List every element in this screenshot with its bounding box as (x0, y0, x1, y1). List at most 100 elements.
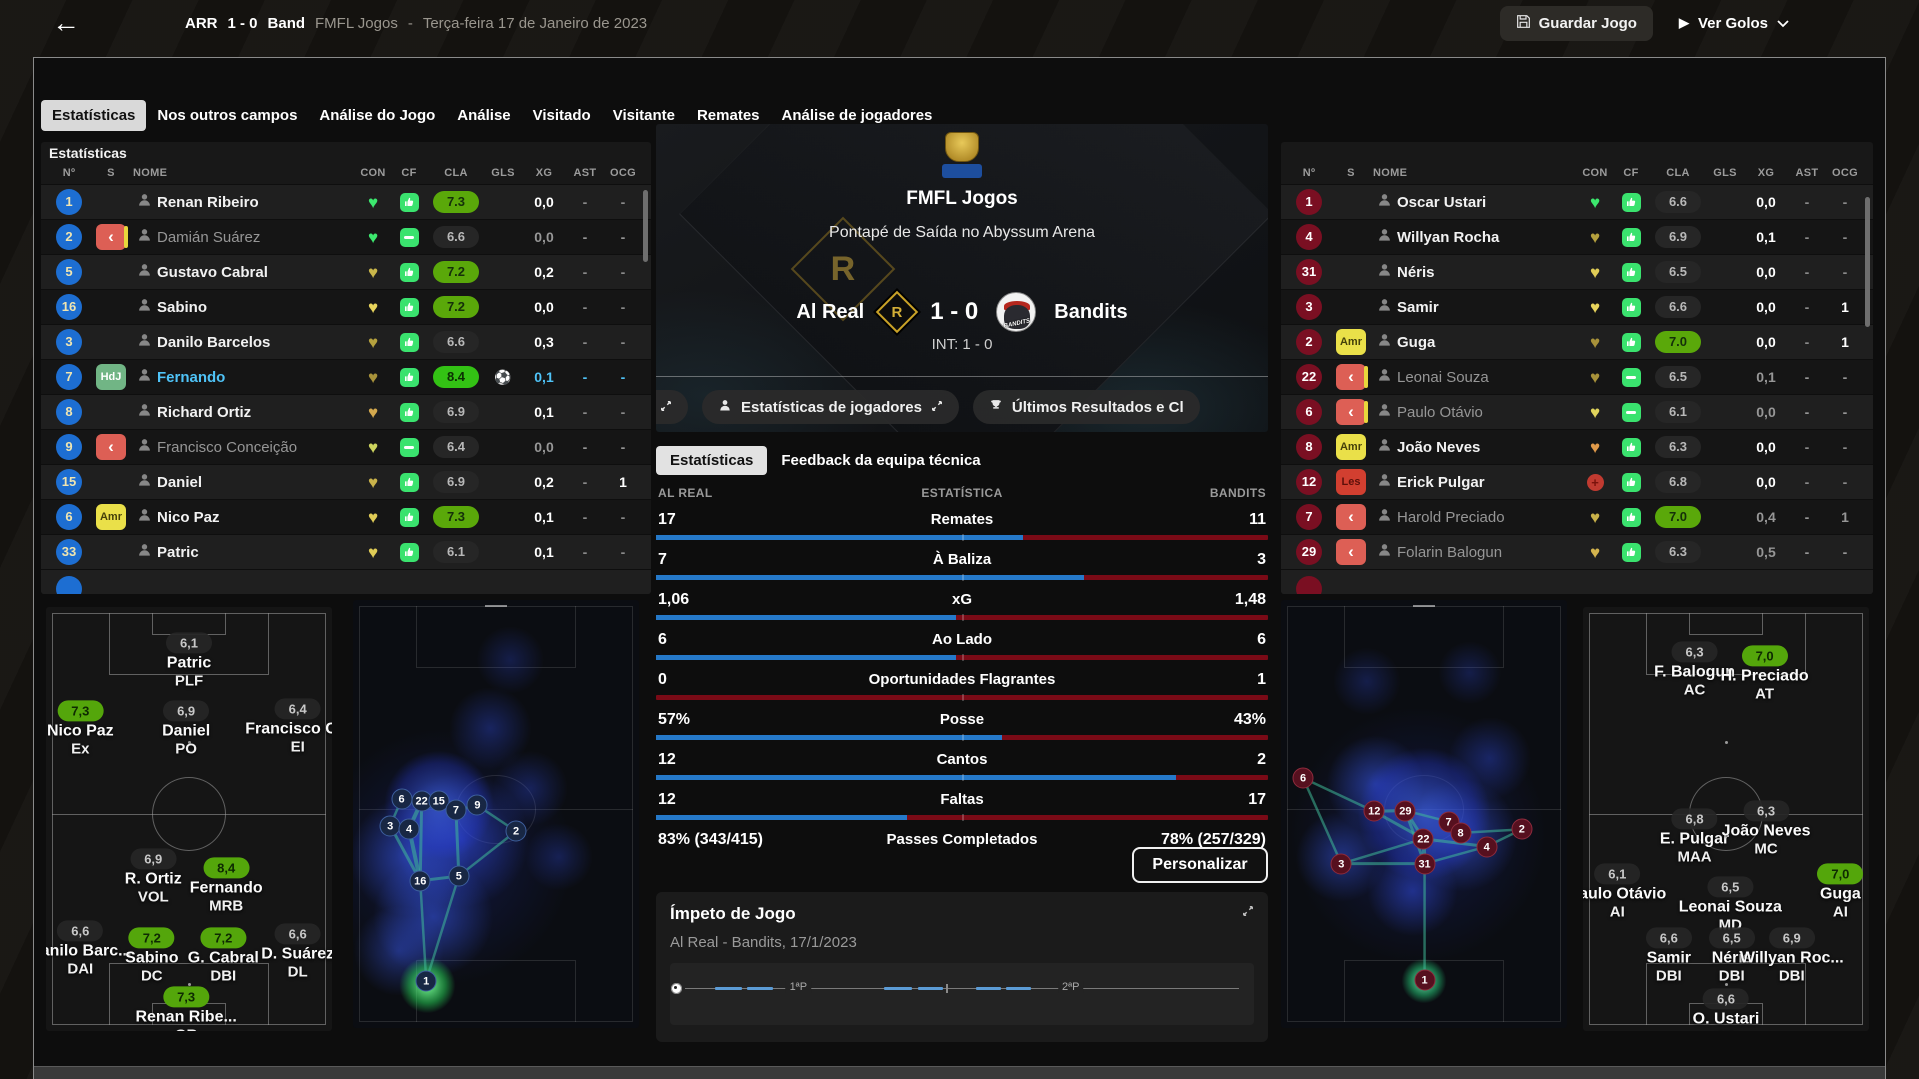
player-name[interactable]: Daniel (157, 473, 203, 491)
network-node[interactable]: 8 (1450, 822, 1472, 844)
formation-player[interactable]: 6,5 Néris DBI (1708, 927, 1755, 984)
view-goals-button[interactable]: ▶ Ver Golos (1679, 15, 1789, 32)
network-node[interactable]: 6 (1292, 767, 1314, 789)
player-row[interactable]: 8 Amr João Neves ♥ 6.3 0,0 - - (1281, 429, 1873, 464)
network-node[interactable]: 5 (448, 865, 470, 887)
formation-player[interactable]: 7,2 Sabino DC (125, 927, 178, 984)
player-row[interactable]: 16 Sabino ♥ 7.2 0,0 - - (41, 289, 651, 324)
player-row[interactable]: 2 ‹ Damián Suárez ♥ 6.6 0,0 - - (41, 219, 651, 254)
player-name[interactable]: Samir (1397, 298, 1439, 316)
personalize-button[interactable]: Personalizar (1132, 847, 1268, 883)
player-name[interactable]: Harold Preciado (1397, 508, 1505, 526)
player-name[interactable]: Danilo Barcelos (157, 333, 271, 351)
player-row[interactable]: 33 Patric ♥ 6.1 0,1 - - (41, 534, 651, 569)
player-name[interactable]: Richard Ortiz (157, 403, 252, 421)
player-row[interactable]: 9 ‹ Francisco Conceição ♥ 6.4 0,0 - - (41, 429, 651, 464)
network-node[interactable]: 22 (1412, 828, 1434, 850)
formation-player[interactable]: 6,3 João Neves MC (1722, 799, 1811, 857)
save-game-button[interactable]: Guardar Jogo (1499, 5, 1653, 41)
player-row[interactable]: 6 ‹ Paulo Otávio ♥ 6.1 0,0 - - (1281, 394, 1873, 429)
player-row[interactable]: 3 Danilo Barcelos ♥ 6.6 0,3 - - (41, 324, 651, 359)
player-row[interactable]: 7 ‹ Harold Preciado ♥ 7.0 0,4 - 1 (1281, 499, 1873, 534)
player-name[interactable]: Damián Suárez (157, 228, 261, 246)
network-node[interactable]: 31 (1414, 853, 1436, 875)
network-node[interactable]: 2 (1511, 818, 1533, 840)
player-row[interactable]: 29 ‹ Folarin Balogun ♥ 6.3 0,5 - - (1281, 534, 1873, 569)
player-row[interactable]: 6 Amr Nico Paz ♥ 7.3 0,1 - - (41, 499, 651, 534)
formation-player[interactable]: 7,0 H. Preciado AT (1721, 645, 1809, 702)
back-icon[interactable]: ← (52, 7, 80, 38)
quick-link-últimos-resultados-e-cl[interactable]: Últimos Resultados e Cl (972, 390, 1200, 424)
tab-visitado[interactable]: Visitado (532, 106, 591, 124)
player-name[interactable]: Néris (1397, 263, 1435, 281)
network-node[interactable]: 4 (1476, 836, 1498, 858)
formation-player[interactable]: 6,1 Patric PLF (166, 632, 212, 689)
player-row[interactable]: 1 Oscar Ustari ♥ 6.6 0,0 - - (1281, 184, 1873, 219)
formation-player[interactable]: 6,9 R. Ortiz VOL (125, 848, 182, 906)
player-name[interactable]: Francisco Conceição (157, 438, 298, 456)
scrollbar-thumb[interactable] (1865, 197, 1870, 327)
player-row[interactable]: 1 Renan Ribeiro ♥ 7.3 0,0 - - (41, 184, 651, 219)
formation-player[interactable]: 6,6 D. Suárez DL (261, 922, 332, 980)
formation-player[interactable]: 6,6 Samir DBI (1645, 927, 1692, 984)
player-name[interactable]: Gustavo Cabral (157, 263, 268, 281)
network-node[interactable]: 3 (1330, 853, 1352, 875)
formation-player[interactable]: 7,2 G. Cabral DBI (188, 927, 259, 984)
home-team-name[interactable]: Al Real (796, 300, 865, 323)
network-node[interactable]: 12 (1363, 800, 1385, 822)
tab-visitante[interactable]: Visitante (612, 106, 675, 124)
quick-link-estatísticas-de-jogadores[interactable]: Estatísticas de jogadores (702, 390, 959, 424)
tab-análise-do-jogo[interactable]: Análise do Jogo (319, 106, 436, 124)
network-node[interactable]: 22 (411, 790, 433, 812)
player-name[interactable]: Willyan Rocha (1397, 228, 1500, 246)
player-row[interactable]: 4 Willyan Rocha ♥ 6.9 0,1 - - (1281, 219, 1873, 254)
tab-nos-outros-campos[interactable]: Nos outros campos (157, 106, 298, 124)
player-row[interactable]: 12 Les Erick Pulgar +6.8 0,0 - - (1281, 464, 1873, 499)
player-name[interactable]: Sabino (157, 298, 208, 316)
player-name[interactable]: Erick Pulgar (1397, 473, 1485, 491)
formation-player[interactable]: 7,3 Nico Paz Ex (47, 700, 114, 757)
tab-análise[interactable]: Análise (457, 106, 511, 124)
network-node[interactable]: 4 (398, 818, 420, 840)
expand-icon[interactable] (1242, 904, 1254, 922)
player-name[interactable]: Oscar Ustari (1397, 193, 1487, 211)
player-row[interactable]: 2 Amr Guga ♥ 7.0 0,0 - 1 (1281, 324, 1873, 359)
player-name[interactable]: Folarin Balogun (1397, 543, 1503, 561)
stats-tab-estatísticas[interactable]: Estatísticas (656, 446, 768, 475)
player-row[interactable]: 5 Gustavo Cabral ♥ 7.2 0,2 - - (41, 254, 651, 289)
player-row[interactable]: 22 ‹ Leonai Souza ♥ 6.5 0,1 - - (1281, 359, 1873, 394)
formation-player[interactable]: 6,9 Willyan Roc... DBI (1740, 927, 1844, 984)
formation-player[interactable]: 6,3 F. Balogun AC (1654, 640, 1735, 698)
tab-análise-de-jogadores[interactable]: Análise de jogadores (781, 106, 933, 124)
player-row[interactable]: 3 Samir ♥ 6.6 0,0 - 1 (1281, 289, 1873, 324)
formation-player[interactable]: 6,9 Daniel PO (162, 700, 210, 757)
network-node[interactable]: 15 (428, 790, 450, 812)
quick-link-ticos[interactable]: ticos (656, 390, 689, 424)
formation-player[interactable]: 6,6Danilo Barc...DAI (46, 920, 131, 978)
player-name[interactable]: Nico Paz (157, 508, 220, 526)
player-name[interactable]: Fernando (157, 368, 226, 386)
player-row[interactable]: 15 Daniel ♥ 6.9 0,2 - 1 (41, 464, 651, 499)
tab-estatísticas[interactable]: Estatísticas (41, 99, 147, 131)
network-node[interactable]: 7 (445, 799, 467, 821)
formation-player[interactable]: 8,4 Fernando MRB (190, 857, 263, 914)
network-node[interactable]: 16 (409, 870, 431, 892)
player-name[interactable]: João Neves (1397, 438, 1481, 456)
formation-player[interactable]: 7,0 Guga AI (1817, 863, 1864, 921)
network-node[interactable]: 1 (415, 970, 437, 992)
bottom-bar[interactable] (34, 1066, 1885, 1079)
momentum-chart[interactable]: 1ªP 2ªP (670, 963, 1254, 1025)
formation-player[interactable]: 6,6O. UstariGR (1693, 988, 1759, 1031)
player-row[interactable]: 31 Néris ♥ 6.5 0,0 - - (1281, 254, 1873, 289)
player-name[interactable]: Guga (1397, 333, 1436, 351)
tab-remates[interactable]: Remates (696, 106, 760, 124)
network-node[interactable]: 29 (1394, 800, 1416, 822)
player-name[interactable]: Leonai Souza (1397, 368, 1489, 386)
stats-tab-feedback-da-equipa-técnica[interactable]: Feedback da equipa técnica (781, 452, 981, 469)
network-node[interactable]: 1 (1414, 969, 1436, 991)
player-row[interactable]: 7 HdJ Fernando ♥ 8.4 ⚽ 0,1 - - (41, 359, 651, 394)
network-node[interactable]: 3 (379, 815, 401, 837)
player-name[interactable]: Patric (157, 543, 199, 561)
